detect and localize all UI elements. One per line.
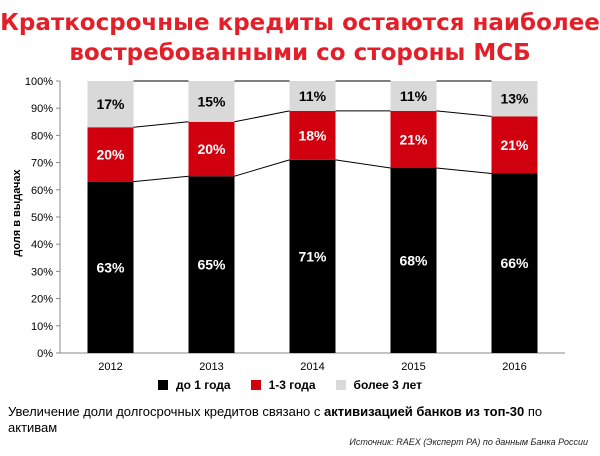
- data-label: 13%: [500, 91, 529, 107]
- y-tick-label: 60%: [31, 185, 53, 197]
- footnote: Увеличение доли долгосрочных кредитов св…: [8, 404, 593, 436]
- data-label: 21%: [500, 137, 529, 153]
- data-label: 68%: [399, 253, 428, 269]
- data-label: 20%: [96, 146, 125, 162]
- data-label: 15%: [197, 93, 226, 109]
- bar-segment: [289, 81, 336, 111]
- y-tick-label: 30%: [31, 266, 53, 278]
- y-tick-label: 0%: [37, 348, 53, 360]
- y-tick-label: 90%: [31, 103, 53, 115]
- data-label: 66%: [500, 255, 529, 271]
- legend-swatch: [250, 380, 261, 390]
- legend-label: более 3 лет: [353, 378, 423, 392]
- y-tick-label: 40%: [31, 239, 53, 251]
- bar-segment: [188, 176, 235, 353]
- data-label: 71%: [298, 248, 327, 264]
- source-note: Источник: RAEX (Эксперт РА) по данным Ба…: [349, 437, 588, 447]
- x-tick-label: 2013: [199, 361, 223, 373]
- bar-segment: [289, 110, 336, 160]
- data-label: 65%: [197, 257, 226, 273]
- data-label: 20%: [197, 141, 226, 157]
- bar-segment: [390, 110, 437, 169]
- bar-segment: [188, 81, 235, 122]
- footnote-text-start: Увеличение доли долгосрочных кредитов св…: [8, 404, 324, 419]
- footnote-text-bold: активизацией банков из топ-30: [323, 404, 525, 419]
- bar-segment: [87, 81, 134, 128]
- data-label: 11%: [299, 88, 327, 104]
- data-label: 21%: [399, 131, 428, 147]
- bar-segment: [491, 173, 538, 353]
- legend-swatch: [157, 380, 168, 390]
- bar-segment: [491, 81, 538, 117]
- data-label: 11%: [400, 88, 428, 104]
- connector-line: [133, 175, 189, 183]
- bar-segment: [289, 159, 336, 353]
- y-tick-label: 80%: [31, 130, 53, 142]
- bar-segment: [390, 168, 437, 353]
- legend-item: до 1 года: [157, 378, 231, 392]
- y-tick-label: 50%: [31, 212, 53, 224]
- legend-item: 1-3 года: [250, 378, 316, 392]
- data-label: 17%: [96, 96, 125, 112]
- data-label: 18%: [298, 127, 327, 143]
- legend-item: более 3 лет: [335, 378, 423, 392]
- y-tick-label: 70%: [31, 158, 53, 170]
- chart-legend: до 1 года 1-3 года более 3 лет: [0, 378, 600, 392]
- x-tick-label: 2016: [502, 361, 526, 373]
- chart-title: Краткосрочные кредиты остаются наиболее …: [0, 8, 600, 68]
- legend-swatch: [335, 380, 346, 390]
- chart-title-line2: востребованными со стороны МСБ: [69, 40, 531, 66]
- bar-segment: [87, 181, 134, 353]
- footnote-text-end: по активам: [8, 404, 543, 435]
- legend-label: 1-3 года: [268, 378, 316, 392]
- connector-line: [133, 121, 189, 128]
- connector-line: [436, 167, 492, 174]
- bar-segment: [188, 121, 235, 177]
- legend-label: до 1 года: [175, 378, 231, 392]
- x-tick-label: 2015: [401, 361, 425, 373]
- x-tick-label: 2014: [300, 361, 324, 373]
- y-tick-label: 20%: [31, 294, 53, 306]
- connector-line: [234, 110, 290, 123]
- connector-line: [335, 159, 391, 169]
- bar-segment: [491, 116, 538, 174]
- data-label: 63%: [96, 259, 125, 275]
- x-tick-label: 2012: [98, 361, 122, 373]
- y-tick-label: 100%: [25, 76, 53, 88]
- chart-title-line1: Краткосрочные кредиты остаются наиболее: [0, 10, 600, 36]
- connector-line: [234, 159, 290, 177]
- connector-line: [436, 110, 492, 117]
- bar-segment: [87, 127, 134, 182]
- bar-segment: [390, 81, 437, 111]
- y-axis-label: доля в выдачах: [11, 169, 23, 257]
- y-tick-label: 10%: [31, 321, 53, 333]
